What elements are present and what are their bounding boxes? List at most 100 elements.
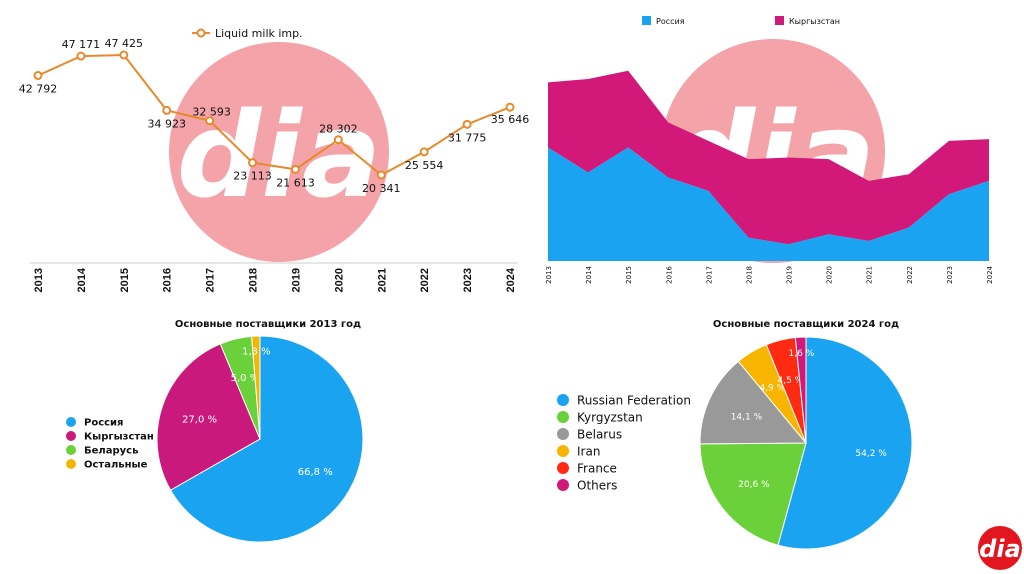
slice-label: 1,3 % bbox=[242, 346, 271, 357]
legend-label: Russian Federation bbox=[577, 393, 691, 407]
data-point bbox=[33, 71, 43, 81]
x-tick-label: 2015 bbox=[625, 266, 633, 284]
x-tick-label: 2018 bbox=[248, 268, 260, 292]
x-tick-label: 2017 bbox=[205, 268, 217, 292]
data-label: 28 302 bbox=[319, 123, 358, 136]
legend-label: Iran bbox=[577, 444, 600, 458]
data-point bbox=[333, 135, 343, 145]
series-line bbox=[37, 53, 511, 177]
pie-slice bbox=[794, 336, 807, 444]
legend-label: France bbox=[577, 461, 617, 475]
slice-label: 4,5 % bbox=[777, 376, 803, 386]
legend-label: Liquid milk imp. bbox=[215, 27, 303, 40]
data-label: 35 646 bbox=[491, 113, 530, 126]
data-label: 34 923 bbox=[147, 117, 186, 130]
legend-label: Belarus bbox=[577, 427, 622, 441]
data-point bbox=[162, 105, 172, 115]
x-tick-label: 2013 bbox=[33, 268, 45, 292]
x-tick-label: 2017 bbox=[705, 266, 713, 284]
legend-swatch bbox=[642, 16, 651, 25]
x-tick-label: 2024 bbox=[986, 265, 994, 283]
legend-swatch bbox=[557, 445, 569, 457]
slice-label: 66,8 % bbox=[298, 467, 333, 478]
legend-swatch bbox=[557, 394, 569, 406]
data-point bbox=[290, 164, 300, 174]
legend-label: Others bbox=[577, 478, 617, 492]
pie-chart-2024: 54,2 % 20,6 % 14,1 % 4,9 %4,5 % 1,6 % Основны… bbox=[557, 319, 913, 550]
watermark-circle bbox=[169, 42, 389, 262]
legend-marker bbox=[196, 28, 206, 38]
x-tick-label: 2020 bbox=[333, 268, 345, 292]
x-tick-label: 2013 bbox=[545, 266, 553, 284]
x-tick-label: 2023 bbox=[946, 266, 954, 284]
x-tick-label: 2024 bbox=[505, 267, 517, 292]
pie-slice bbox=[699, 360, 808, 445]
legend-label: Беларусь bbox=[84, 446, 138, 457]
data-label: 25 554 bbox=[405, 159, 444, 172]
slice-label: 20,6 % bbox=[738, 480, 770, 490]
data-point bbox=[376, 170, 386, 180]
data-label: 42 792 bbox=[19, 83, 58, 96]
legend-label: Россия bbox=[84, 418, 123, 429]
slice-label: 5,0 % bbox=[231, 373, 260, 384]
pie-slice bbox=[699, 442, 807, 546]
data-label: 20 341 bbox=[362, 182, 401, 195]
area-chart: 2013 2014 2015 2016 2017 2018 2019 2020 2021 2022… bbox=[545, 16, 994, 284]
watermark-logo-text: dia bbox=[177, 86, 382, 224]
slice-label: 27,0 % bbox=[182, 414, 217, 425]
x-tick-label: 2016 bbox=[162, 268, 174, 292]
data-label: 47 171 bbox=[62, 38, 101, 51]
data-point bbox=[205, 116, 215, 126]
x-tick-label: 2019 bbox=[786, 266, 794, 284]
x-tick-label: 2019 bbox=[290, 268, 302, 292]
data-label: 32 593 bbox=[192, 106, 231, 119]
pie-slice bbox=[156, 343, 261, 491]
data-point bbox=[505, 102, 515, 112]
watermark-left: dia bbox=[169, 42, 389, 262]
legend-swatch bbox=[66, 417, 76, 427]
x-tick-label: 2018 bbox=[745, 266, 753, 284]
x-tick-label: 2023 bbox=[462, 268, 474, 292]
data-point bbox=[462, 119, 472, 129]
x-tick-label: 2021 bbox=[866, 266, 874, 284]
dia-logo: dia bbox=[978, 526, 1022, 570]
legend-swatch bbox=[775, 16, 784, 25]
legend-label: Остальные bbox=[84, 460, 148, 471]
data-label: 21 613 bbox=[276, 176, 315, 189]
legend-swatch bbox=[66, 445, 76, 455]
legend-label: Kyrgyzstan bbox=[577, 410, 643, 424]
slice-label: 54,2 % bbox=[855, 449, 887, 459]
chart-title: Основные поставщики 2013 год bbox=[175, 319, 361, 330]
x-tick-label: 2022 bbox=[906, 266, 914, 284]
data-point bbox=[419, 147, 429, 157]
data-point bbox=[119, 50, 129, 60]
legend-label: Кыргызстан bbox=[789, 17, 840, 26]
legend-swatch bbox=[557, 462, 569, 474]
x-tick-label: 2021 bbox=[376, 268, 388, 292]
legend-swatch bbox=[557, 411, 569, 423]
x-tick-label: 2020 bbox=[826, 266, 834, 284]
x-tick-label: 2015 bbox=[119, 268, 131, 292]
area-series-kyrgyzstan bbox=[548, 70, 989, 245]
pie-slice bbox=[251, 335, 261, 440]
data-label: 47 425 bbox=[105, 37, 144, 50]
area-series-russia bbox=[548, 147, 989, 261]
legend-swatch bbox=[66, 459, 76, 469]
slice-label: 4,9 % bbox=[759, 384, 785, 394]
pie-chart-2013: 66,8 % 27,0 % 5,0 % 1,3 % Основные поставщик… bbox=[66, 319, 364, 543]
chart-title: Основные поставщики 2024 год bbox=[713, 319, 899, 330]
x-tick-label: 2022 bbox=[419, 268, 431, 292]
legend-swatch bbox=[557, 479, 569, 491]
x-tick-label: 2014 bbox=[76, 267, 88, 292]
data-point bbox=[248, 158, 258, 168]
legend-label: Кыргызстан bbox=[84, 432, 154, 443]
x-tick-label: 2016 bbox=[665, 265, 673, 283]
legend-label: Россия bbox=[656, 17, 685, 26]
legend-swatch bbox=[66, 431, 76, 441]
pie-slice bbox=[169, 335, 364, 543]
slice-label: 14,1 % bbox=[731, 412, 763, 422]
pie-slice bbox=[777, 336, 913, 550]
data-point bbox=[76, 51, 86, 61]
data-label: 31 775 bbox=[448, 131, 487, 144]
